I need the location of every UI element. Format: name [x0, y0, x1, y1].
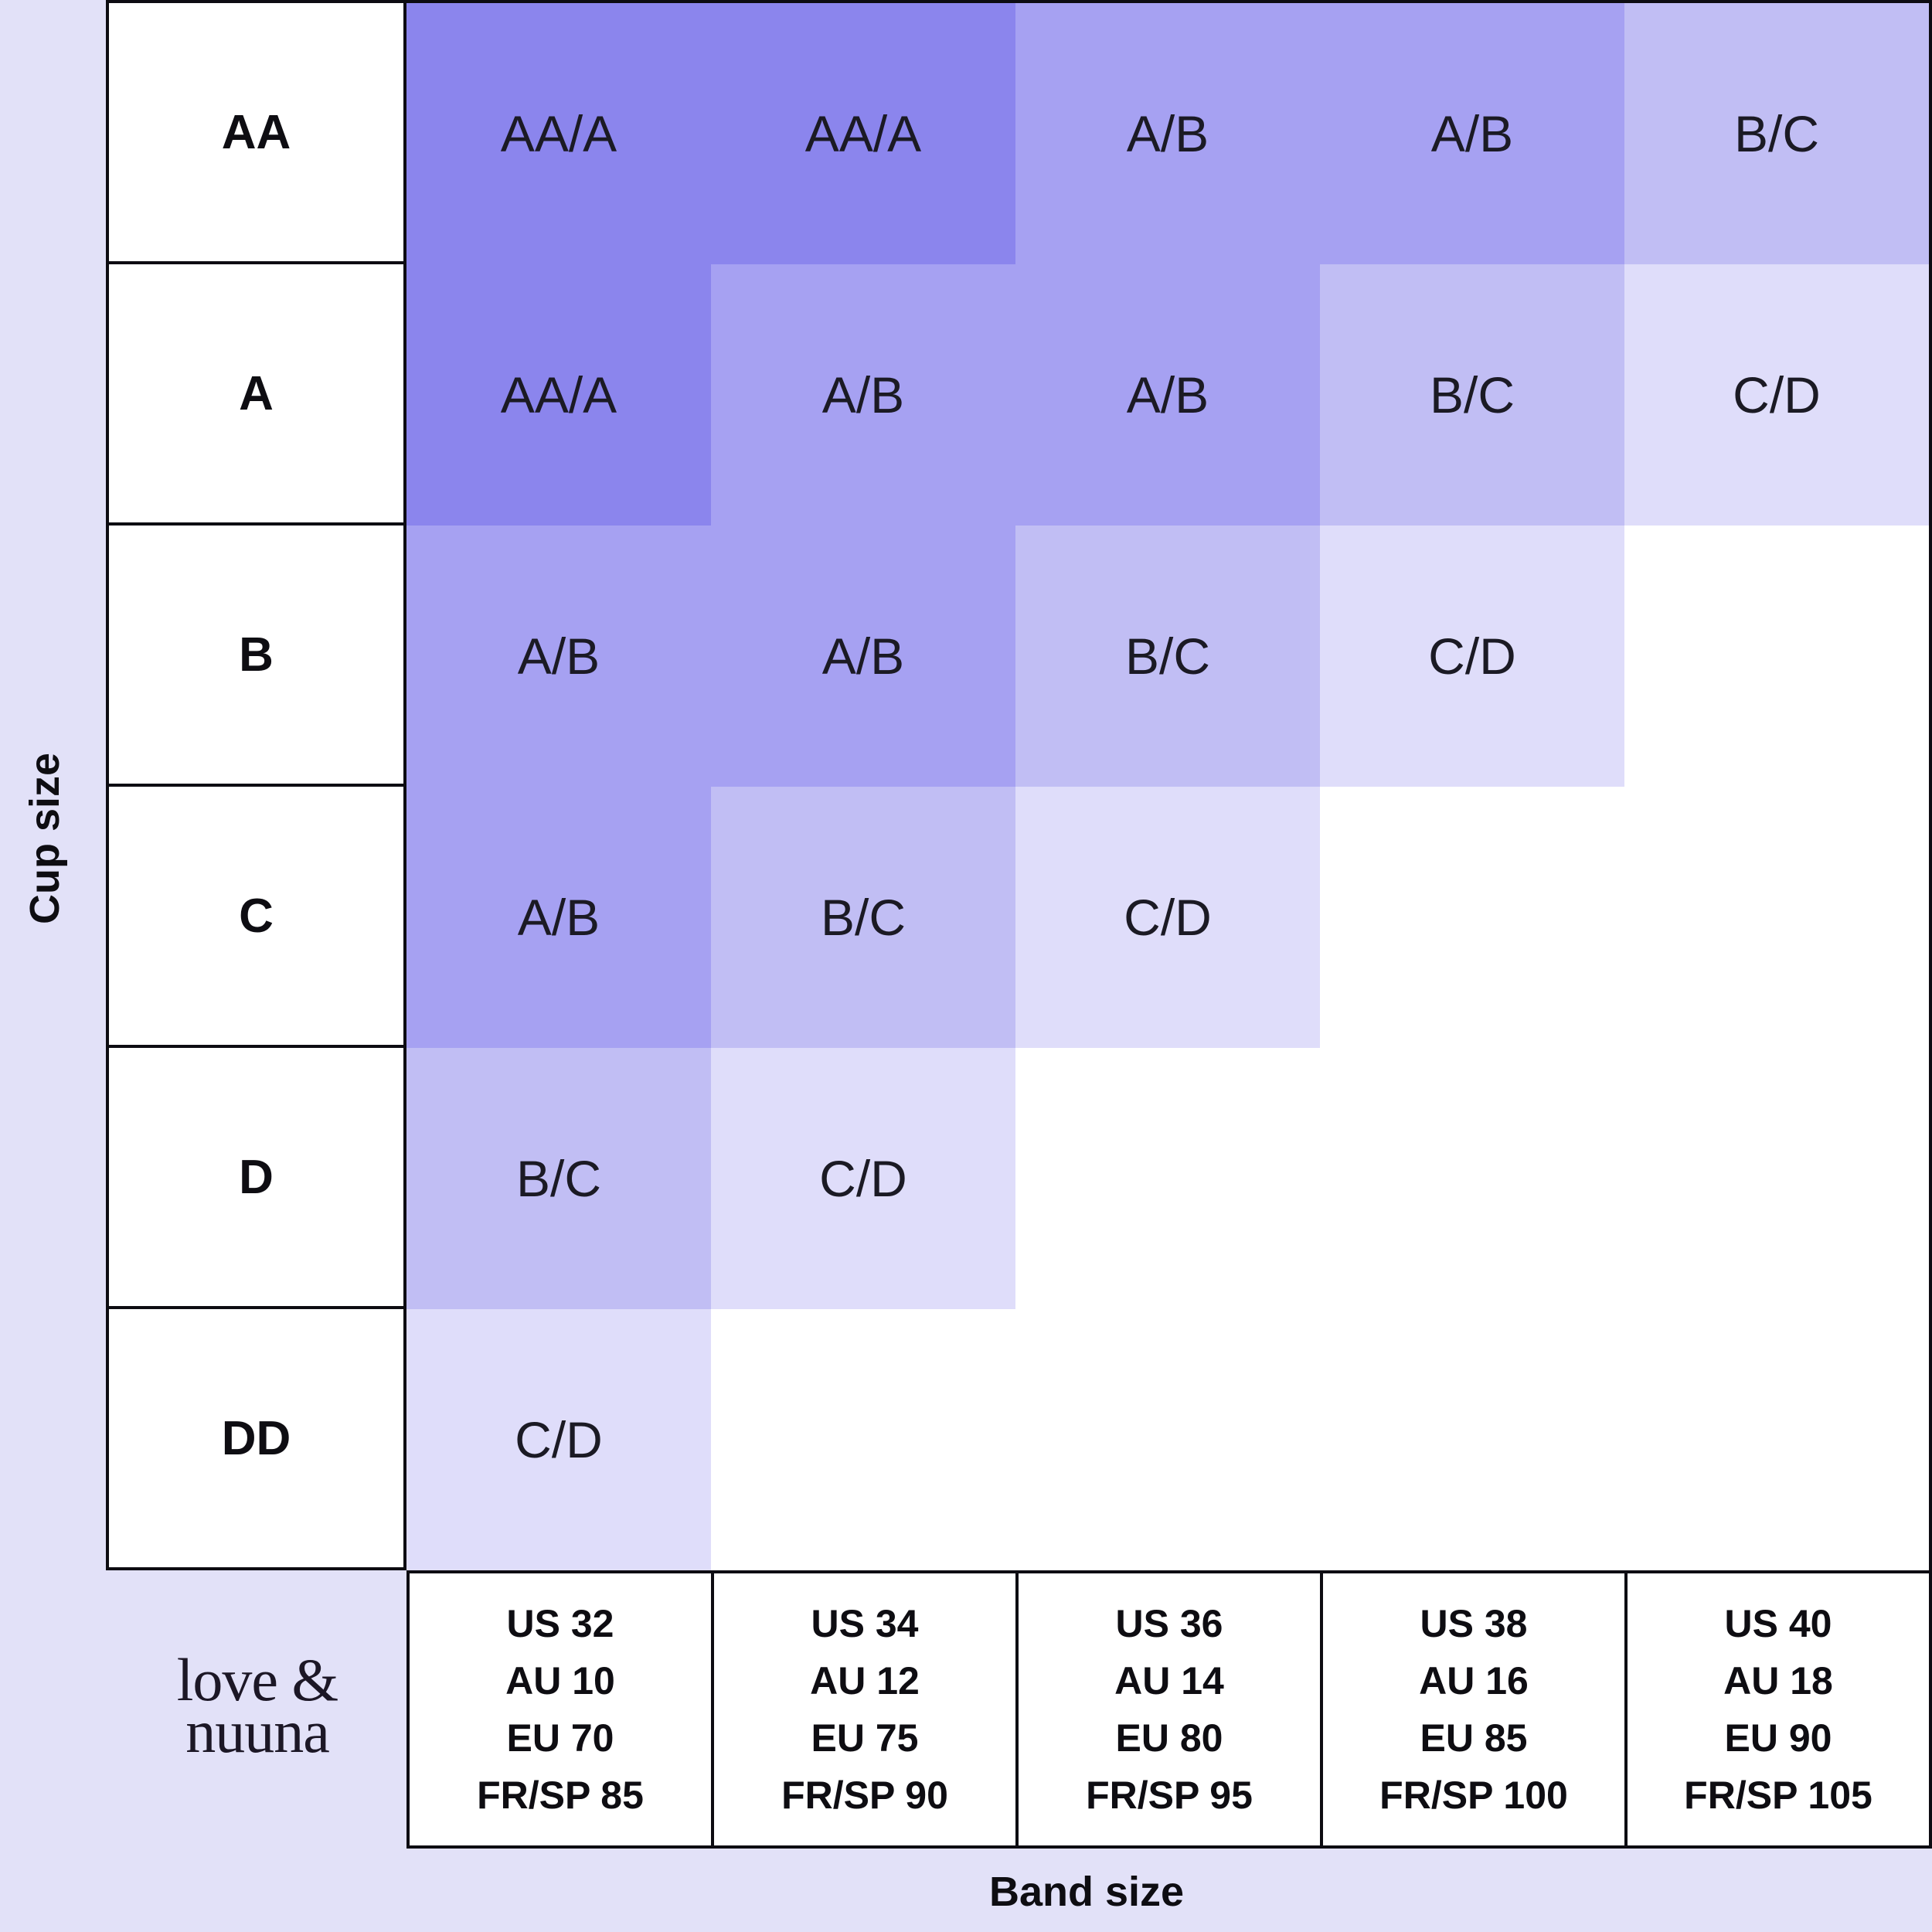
band-label-cell: US 40 AU 18 EU 90 FR/SP 105: [1628, 1570, 1932, 1849]
band-label-line: EU 90: [1724, 1716, 1832, 1760]
brand-logo-line2: nuuna: [185, 1698, 330, 1765]
grid-cell: [711, 1309, 1015, 1570]
grid-cell: AA/A: [406, 3, 711, 264]
band-label-cell: US 36 AU 14 EU 80 FR/SP 95: [1019, 1570, 1323, 1849]
brand-logo-line1: love &: [176, 1645, 338, 1713]
band-label-cell: US 32 AU 10 EU 70 FR/SP 85: [406, 1570, 714, 1849]
band-label-line: AU 12: [810, 1659, 920, 1702]
grid-cell: A/B: [406, 526, 711, 787]
cup-label-cell: AA: [106, 0, 406, 264]
grid-cell: [1015, 1309, 1320, 1570]
grid-cell: [1624, 1048, 1929, 1309]
size-grid: AA/A AA/A A/B A/B B/C AA/A A/B A/B B/C C/D A/B A/B B…: [406, 0, 1932, 1570]
band-label-line: FR/SP 105: [1684, 1774, 1872, 1817]
brand-logo: love & nuuna: [176, 1645, 338, 1765]
cup-label-cell: D: [106, 1048, 406, 1309]
grid-cell: [1320, 787, 1624, 1048]
cup-size-axis-label: Cup size: [22, 752, 68, 925]
band-label-line: EU 85: [1420, 1716, 1528, 1760]
grid-cell: A/B: [1015, 264, 1320, 526]
grid-cell: AA/A: [711, 3, 1015, 264]
band-label-line: FR/SP 95: [1086, 1774, 1253, 1817]
grid-cell: A/B: [406, 787, 711, 1048]
band-size-row: US 32 AU 10 EU 70 FR/SP 85 US 34 AU 12 EU 75 FR…: [406, 1570, 1932, 1849]
grid-cell: [1624, 1309, 1929, 1570]
grid-cell: B/C: [1320, 264, 1624, 526]
band-label-line: US 40: [1724, 1602, 1832, 1645]
cup-label-cell: DD: [106, 1309, 406, 1570]
grid-cell: A/B: [1320, 3, 1624, 264]
band-label-line: AU 16: [1419, 1659, 1529, 1702]
grid-cell: A/B: [711, 526, 1015, 787]
grid-cell: C/D: [1320, 526, 1624, 787]
grid-cell: AA/A: [406, 264, 711, 526]
cup-label-cell: C: [106, 787, 406, 1048]
grid-cell: A/B: [711, 264, 1015, 526]
grid-cell: B/C: [711, 787, 1015, 1048]
cup-label-cell: A: [106, 264, 406, 526]
grid-cell: C/D: [711, 1048, 1015, 1309]
grid-cell: C/D: [1015, 787, 1320, 1048]
grid-cell: [1624, 526, 1929, 787]
band-label-cell: US 38 AU 16 EU 85 FR/SP 100: [1323, 1570, 1628, 1849]
band-label-cell: US 34 AU 12 EU 75 FR/SP 90: [714, 1570, 1019, 1849]
band-label-line: US 36: [1115, 1602, 1223, 1645]
band-label-line: AU 14: [1114, 1659, 1224, 1702]
band-label-line: US 32: [506, 1602, 614, 1645]
cup-size-label-column: AA A B C D DD: [106, 0, 406, 1570]
grid-cell: [1320, 1048, 1624, 1309]
band-label-line: FR/SP 90: [781, 1774, 948, 1817]
band-label-line: US 38: [1420, 1602, 1528, 1645]
grid-cell: [1015, 1048, 1320, 1309]
band-label-line: US 34: [811, 1602, 919, 1645]
grid-cell: B/C: [406, 1048, 711, 1309]
band-label-line: AU 10: [505, 1659, 615, 1702]
band-size-axis-label: Band size: [988, 1869, 1185, 1915]
band-label-line: AU 18: [1723, 1659, 1833, 1702]
band-label-line: EU 70: [506, 1716, 614, 1760]
cup-label-cell: B: [106, 526, 406, 787]
grid-cell: [1624, 787, 1929, 1048]
grid-cell: C/D: [406, 1309, 711, 1570]
band-label-line: EU 80: [1115, 1716, 1223, 1760]
grid-cell: A/B: [1015, 3, 1320, 264]
grid-cell: [1320, 1309, 1624, 1570]
grid-cell: B/C: [1015, 526, 1320, 787]
band-label-line: FR/SP 100: [1379, 1774, 1568, 1817]
band-label-line: EU 75: [811, 1716, 919, 1760]
grid-cell: C/D: [1624, 264, 1929, 526]
grid-cell: B/C: [1624, 3, 1929, 264]
band-label-line: FR/SP 85: [477, 1774, 644, 1817]
